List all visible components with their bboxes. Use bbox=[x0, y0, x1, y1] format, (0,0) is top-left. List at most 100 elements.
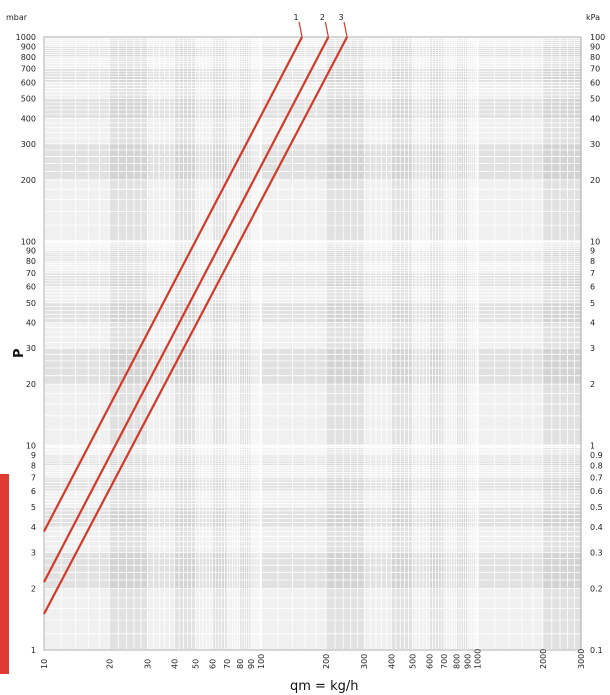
y-left-tick-label: 600 bbox=[21, 78, 36, 87]
x-tick-label: 2000 bbox=[539, 649, 548, 669]
series-lines bbox=[43, 21, 349, 615]
chart-grid bbox=[43, 36, 582, 651]
plot-background bbox=[44, 37, 581, 650]
y-left-tick-label: 2 bbox=[31, 584, 36, 593]
y-band bbox=[44, 552, 581, 589]
y-right-tick-label: 10 bbox=[590, 237, 600, 246]
y-right-tick-label: 50 bbox=[590, 95, 600, 104]
series-label: 3 bbox=[339, 13, 344, 22]
y-right-tick-label: 70 bbox=[590, 65, 600, 74]
y-left-tick-label: 300 bbox=[21, 140, 36, 149]
y-band bbox=[44, 143, 581, 180]
x-tick-label: 80 bbox=[236, 659, 245, 669]
series-label: 2 bbox=[320, 13, 325, 22]
y-left-tick-label: 50 bbox=[26, 299, 36, 308]
y-right-tick-label: 80 bbox=[590, 53, 600, 62]
y-right-tick-label: 0.8 bbox=[590, 461, 603, 470]
y-left-tick-label: 8 bbox=[31, 461, 36, 470]
y-right-tick-label: 0.7 bbox=[590, 473, 603, 482]
y-right-tick-label: 8 bbox=[590, 257, 595, 266]
x-tick-label: 700 bbox=[440, 654, 449, 669]
y-right-tick-label: 60 bbox=[590, 78, 600, 87]
y-right-tick-label: 0.3 bbox=[590, 549, 603, 558]
x-tick-label: 3000 bbox=[577, 649, 586, 669]
x-tick-label: 400 bbox=[387, 654, 396, 669]
y-right-tick-label: 7 bbox=[590, 269, 595, 278]
y-band bbox=[44, 250, 581, 262]
y-band bbox=[44, 46, 581, 57]
x-tick-labels: 10 20 30 40 50 60 70 80 90 100 200 300 400 500 600 700 8… bbox=[40, 649, 586, 669]
series-line bbox=[43, 36, 349, 615]
plot-frame bbox=[43, 36, 582, 651]
y-left-tick-label: 6 bbox=[31, 487, 36, 496]
y-left-tick-label: 1000 bbox=[16, 33, 36, 42]
y-left-tick-label: 900 bbox=[21, 42, 36, 51]
series-leader-line bbox=[324, 21, 329, 38]
y-right-tick-label: 2 bbox=[590, 380, 595, 389]
x-axis-label: qm = kg/h bbox=[290, 679, 358, 694]
y-left-tick-label: 70 bbox=[26, 269, 36, 278]
series-leader-line bbox=[298, 21, 303, 38]
y-right-tick-label: 0.1 bbox=[590, 646, 603, 655]
y-right-tick-label: 90 bbox=[590, 42, 600, 51]
y-left-unit: mbar bbox=[6, 13, 28, 22]
y-right-tick-label: 0.5 bbox=[590, 503, 603, 512]
series-line bbox=[43, 36, 330, 583]
y-right-tick-label: 9 bbox=[590, 247, 595, 256]
y-band bbox=[44, 507, 581, 527]
x-tick-label: 800 bbox=[453, 654, 462, 669]
x-tick-label: 70 bbox=[223, 659, 232, 669]
y-left-tick-label: 4 bbox=[31, 523, 36, 532]
side-color-bar bbox=[0, 474, 9, 674]
y-right-tick-label: 0.6 bbox=[590, 487, 603, 496]
x-tick-label: 90 bbox=[247, 659, 256, 669]
x-tick-label: 20 bbox=[105, 659, 114, 669]
y-left-tick-label: 30 bbox=[26, 344, 36, 353]
y-left-tick-label: 10 bbox=[26, 442, 36, 451]
y-left-tick-label: 20 bbox=[26, 380, 36, 389]
y-left-tick-label: 100 bbox=[21, 237, 36, 246]
y-right-tick-label: 0.9 bbox=[590, 451, 603, 460]
x-tick-label: 30 bbox=[143, 659, 152, 669]
y-axis-label: P bbox=[12, 348, 27, 358]
x-tick-label: 1000 bbox=[474, 649, 483, 669]
y-right-unit: kPa bbox=[586, 13, 600, 22]
y-band bbox=[44, 302, 581, 323]
y-right-tick-label: 1 bbox=[590, 442, 595, 451]
y-left-tick-label: 400 bbox=[21, 114, 36, 123]
x-tick-label: 50 bbox=[192, 659, 201, 669]
x-tick-label: 300 bbox=[360, 654, 369, 669]
x-tick-label: 40 bbox=[171, 659, 180, 669]
y-band bbox=[44, 477, 581, 491]
y-band bbox=[44, 68, 581, 83]
y-left-tick-label: 5 bbox=[31, 503, 36, 512]
x-tick-label: 900 bbox=[464, 654, 473, 669]
y-right-tick-label: 5 bbox=[590, 299, 595, 308]
y-left-tick-label: 60 bbox=[26, 283, 36, 292]
y-left-tick-label: 80 bbox=[26, 257, 36, 266]
y-left-tick-label: 200 bbox=[21, 176, 36, 185]
x-tick-label: 500 bbox=[408, 654, 417, 669]
y-right-tick-label: 40 bbox=[590, 114, 600, 123]
y-right-tick-label: 6 bbox=[590, 283, 595, 292]
x-tick-label: 10 bbox=[40, 659, 49, 669]
y-left-tick-label: 700 bbox=[21, 65, 36, 74]
series-line bbox=[43, 36, 304, 533]
y-left-tick-label: 9 bbox=[31, 451, 36, 460]
y-left-tick-label: 40 bbox=[26, 319, 36, 328]
y-right-tick-label: 30 bbox=[590, 140, 600, 149]
shaded-bands bbox=[44, 37, 581, 650]
y-left-tick-label: 7 bbox=[31, 473, 36, 482]
y-right-tick-label: 4 bbox=[590, 319, 595, 328]
series-label: 1 bbox=[293, 13, 298, 22]
y-right-tick-label: 0.4 bbox=[590, 523, 603, 532]
y-right-tick-label: 20 bbox=[590, 176, 600, 185]
x-tick-label: 60 bbox=[209, 659, 218, 669]
y-band bbox=[44, 272, 581, 287]
y-right-tick-label: 3 bbox=[590, 344, 595, 353]
x-tick-label: 100 bbox=[257, 654, 266, 669]
y-left-tick-label: 500 bbox=[21, 95, 36, 104]
